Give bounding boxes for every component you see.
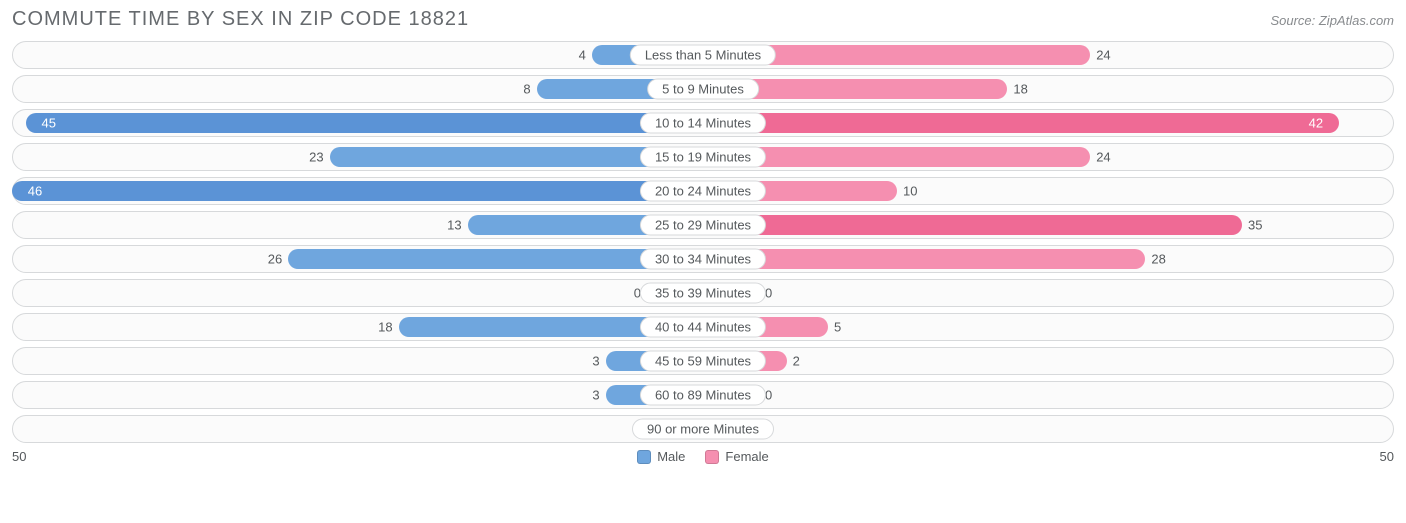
male-value: 3 [592, 354, 599, 369]
male-value: 26 [268, 252, 282, 267]
category-label: 5 to 9 Minutes [647, 79, 759, 100]
female-bar [703, 249, 1145, 269]
female-bar [703, 113, 1339, 133]
male-value: 4 [579, 48, 586, 63]
chart-row: 15 to 19 Minutes 23 24 [12, 143, 1394, 171]
legend-label-male: Male [657, 449, 685, 464]
male-bar [12, 181, 703, 201]
male-value: 8 [523, 82, 530, 97]
female-value: 10 [903, 184, 917, 199]
legend-swatch-male [637, 450, 651, 464]
chart-row: 25 to 29 Minutes 13 35 [12, 211, 1394, 239]
legend-swatch-female [705, 450, 719, 464]
male-value: 18 [378, 320, 392, 335]
male-value: 45 [42, 116, 56, 131]
chart-row: 10 to 14 Minutes 45 42 [12, 109, 1394, 137]
legend: Male Female [26, 449, 1379, 464]
chart-header: COMMUTE TIME BY SEX IN ZIP CODE 18821 So… [12, 8, 1394, 31]
male-value: 23 [309, 150, 323, 165]
category-label: 60 to 89 Minutes [640, 385, 766, 406]
chart-title: COMMUTE TIME BY SEX IN ZIP CODE 18821 [12, 8, 469, 31]
chart-row: 35 to 39 Minutes00 [12, 279, 1394, 307]
category-label: 25 to 29 Minutes [640, 215, 766, 236]
category-label: Less than 5 Minutes [630, 45, 776, 66]
chart-source: Source: ZipAtlas.com [1270, 13, 1394, 28]
male-value: 13 [447, 218, 461, 233]
axis-max-right: 50 [1380, 449, 1394, 464]
male-value: 3 [592, 388, 599, 403]
male-bar [26, 113, 703, 133]
chart-row: 40 to 44 Minutes 18 5 [12, 313, 1394, 341]
category-label: 35 to 39 Minutes [640, 283, 766, 304]
category-label: 30 to 34 Minutes [640, 249, 766, 270]
female-value: 35 [1248, 218, 1262, 233]
chart-footer: 50 Male Female 50 [12, 449, 1394, 464]
chart-row: 5 to 9 Minutes 8 18 [12, 75, 1394, 103]
category-label: 45 to 59 Minutes [640, 351, 766, 372]
female-value: 0 [765, 286, 772, 301]
chart-row: 60 to 89 Minutes 3 0 [12, 381, 1394, 409]
legend-item-male: Male [637, 449, 685, 464]
chart-row: Less than 5 Minutes 4 24 [12, 41, 1394, 69]
female-value: 42 [1309, 116, 1323, 131]
chart-row: 20 to 24 Minutes 46 10 [12, 177, 1394, 205]
chart-row: 30 to 34 Minutes 26 28 [12, 245, 1394, 273]
female-value: 0 [765, 388, 772, 403]
female-value: 5 [834, 320, 841, 335]
female-value: 24 [1096, 48, 1110, 63]
category-label: 10 to 14 Minutes [640, 113, 766, 134]
male-value: 46 [28, 184, 42, 199]
female-value: 24 [1096, 150, 1110, 165]
female-bar [703, 215, 1242, 235]
category-label: 40 to 44 Minutes [640, 317, 766, 338]
category-label: 15 to 19 Minutes [640, 147, 766, 168]
legend-label-female: Female [725, 449, 768, 464]
diverging-bar-chart: Less than 5 Minutes4245 to 9 Minutes8181… [12, 41, 1394, 443]
legend-item-female: Female [705, 449, 768, 464]
female-value: 28 [1151, 252, 1165, 267]
chart-row: 45 to 59 Minutes 3 2 [12, 347, 1394, 375]
category-label: 20 to 24 Minutes [640, 181, 766, 202]
female-value: 2 [793, 354, 800, 369]
female-value: 18 [1013, 82, 1027, 97]
category-label: 90 or more Minutes [632, 419, 774, 440]
chart-row: 90 or more Minutes00 [12, 415, 1394, 443]
axis-max-left: 50 [12, 449, 26, 464]
